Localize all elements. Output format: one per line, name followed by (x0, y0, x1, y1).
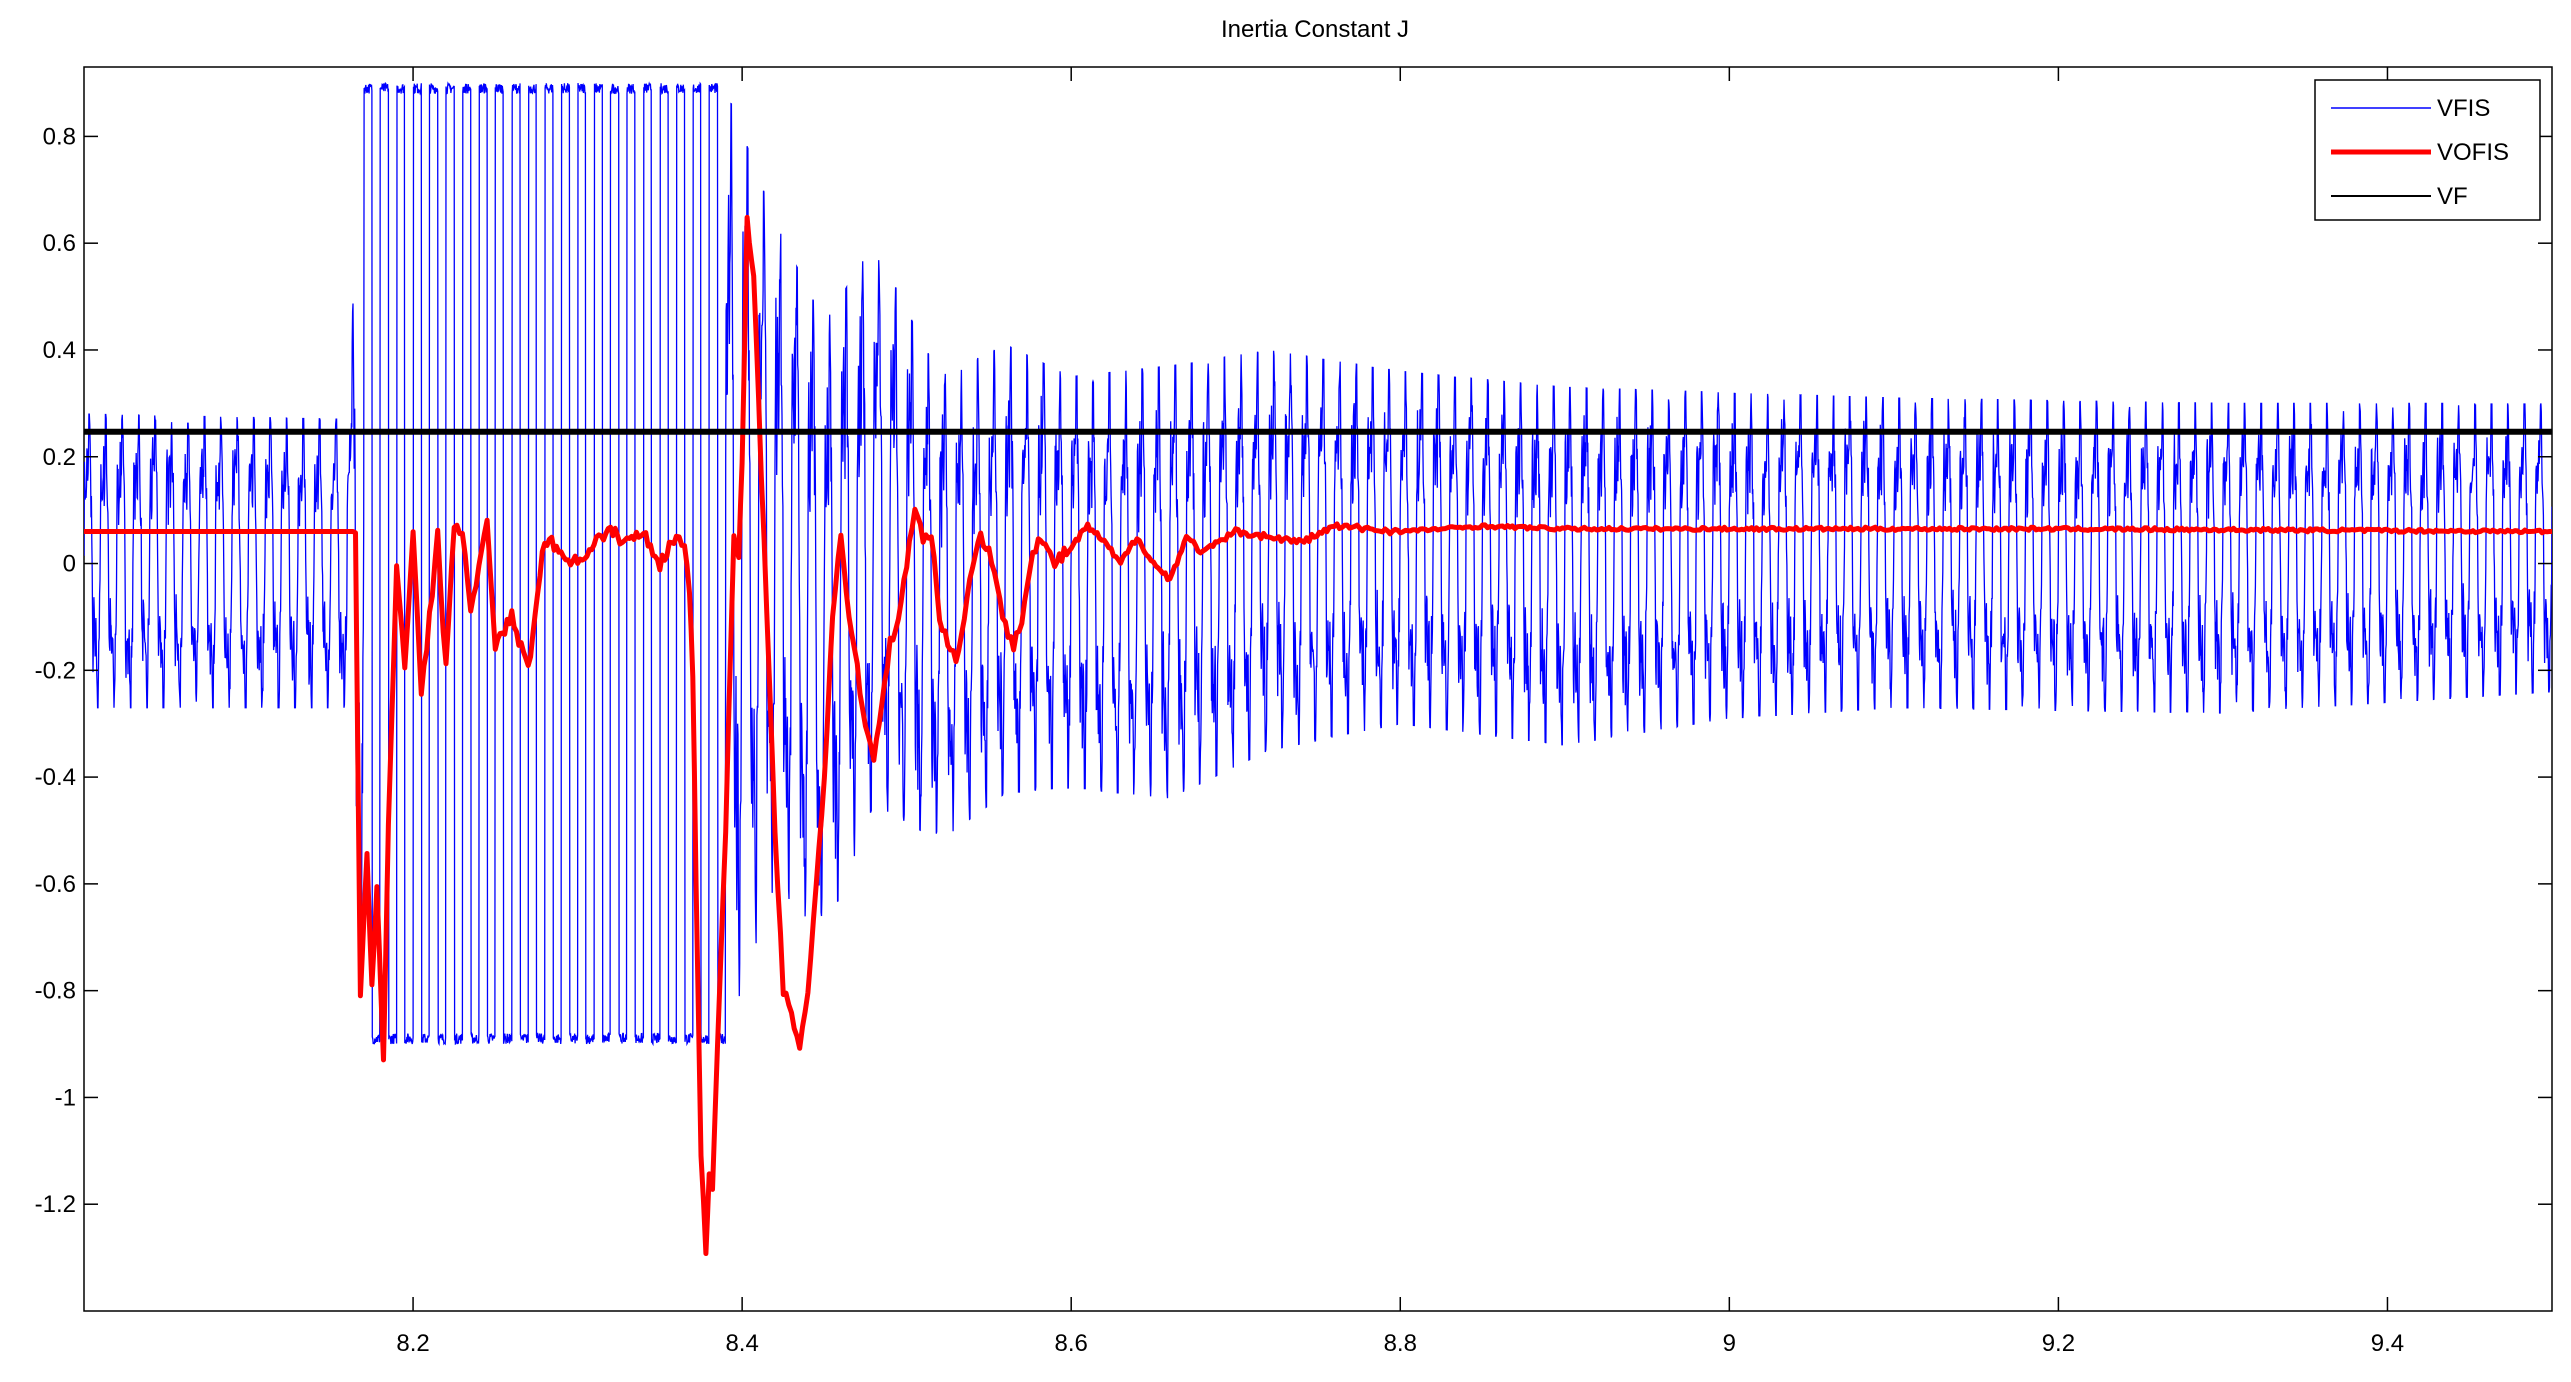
x-tick-label: 9.4 (2371, 1330, 2404, 1357)
y-tick-label: -1 (55, 1084, 76, 1111)
legend: VFIS VOFIS VF (2314, 79, 2541, 221)
legend-label-vf: VF (2437, 183, 2468, 210)
y-tick-label: 0.4 (43, 337, 76, 364)
x-tick-label: 8.4 (725, 1330, 758, 1357)
x-tick-label: 9.2 (2042, 1330, 2075, 1357)
y-tick-label: 0.2 (43, 444, 76, 471)
y-tick-label: 0 (63, 551, 76, 578)
y-tick-label: -0.4 (35, 764, 76, 791)
series-layer (84, 81, 2552, 1256)
x-tick-label: 8.6 (1055, 1330, 1088, 1357)
series-line-vfis (84, 81, 2552, 1047)
y-tick-label: -0.8 (35, 978, 76, 1005)
y-tick-label: 0.6 (43, 230, 76, 257)
x-tick-label: 8.2 (396, 1330, 429, 1357)
y-tick-label: -0.6 (35, 871, 76, 898)
series-line-vofis (84, 214, 2552, 1256)
legend-label-vofis: VOFIS (2437, 139, 2509, 166)
plot-area: 8.2 8.4 8.6 8.8 9 9.2 9.4 0.8 0.6 0.4 0.2 0 -0.2 -0.4… (35, 66, 2553, 1357)
y-tick-label: -0.2 (35, 657, 76, 684)
x-tick-label: 8.8 (1384, 1330, 1417, 1357)
x-tick-label: 9 (1723, 1330, 1736, 1357)
y-tick-label: -1.2 (35, 1191, 76, 1218)
tick-layer: 8.2 8.4 8.6 8.8 9 9.2 9.4 0.8 0.6 0.4 0.2 0 -0.2 -0.4… (35, 67, 2552, 1357)
chart-title: Inertia Constant J (1221, 16, 1409, 43)
y-tick-label: 0.8 (43, 123, 76, 150)
legend-label-vfis: VFIS (2437, 95, 2490, 122)
